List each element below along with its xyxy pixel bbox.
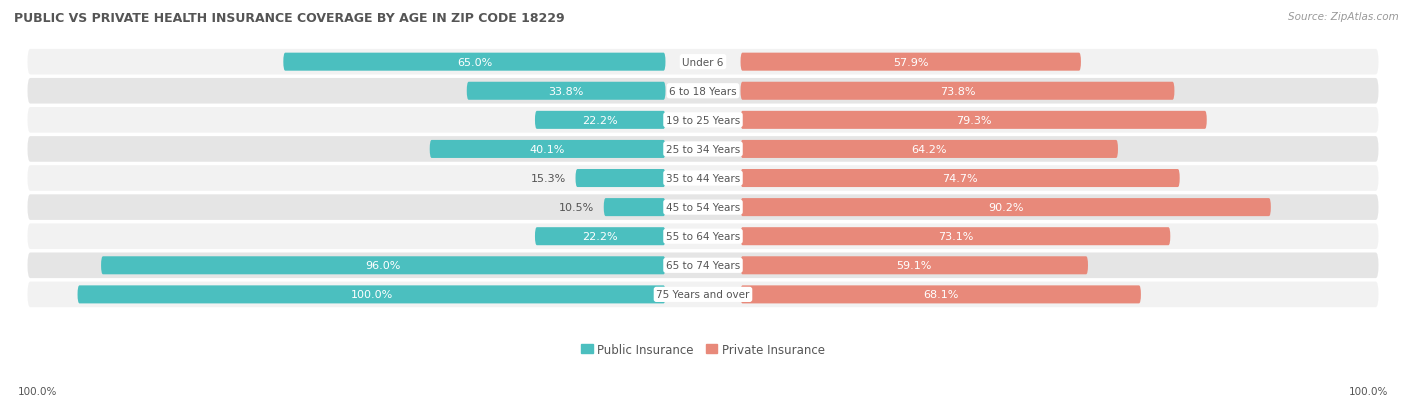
Text: 25 to 34 Years: 25 to 34 Years [666,145,740,154]
Text: 40.1%: 40.1% [530,145,565,154]
FancyBboxPatch shape [467,83,665,100]
FancyBboxPatch shape [741,112,1206,130]
FancyBboxPatch shape [430,140,665,159]
FancyBboxPatch shape [28,166,1378,191]
Text: 22.2%: 22.2% [582,116,619,126]
FancyBboxPatch shape [741,170,1180,188]
Text: 45 to 54 Years: 45 to 54 Years [666,203,740,213]
FancyBboxPatch shape [534,112,665,130]
Text: 73.1%: 73.1% [938,232,973,242]
FancyBboxPatch shape [603,199,665,216]
Text: 100.0%: 100.0% [350,290,392,300]
FancyBboxPatch shape [28,108,1378,133]
FancyBboxPatch shape [741,54,1081,71]
FancyBboxPatch shape [77,286,665,304]
FancyBboxPatch shape [28,50,1378,75]
FancyBboxPatch shape [741,199,1271,216]
FancyBboxPatch shape [284,54,665,71]
Text: 65.0%: 65.0% [457,57,492,67]
Text: 96.0%: 96.0% [366,261,401,271]
Text: 35 to 44 Years: 35 to 44 Years [666,173,740,184]
FancyBboxPatch shape [28,79,1378,104]
Text: Source: ZipAtlas.com: Source: ZipAtlas.com [1288,12,1399,22]
Text: 68.1%: 68.1% [922,290,959,300]
FancyBboxPatch shape [741,228,1170,246]
Text: 90.2%: 90.2% [988,203,1024,213]
FancyBboxPatch shape [28,137,1378,162]
Text: 15.3%: 15.3% [531,173,567,184]
Text: 74.7%: 74.7% [942,173,979,184]
Text: 100.0%: 100.0% [18,387,58,396]
FancyBboxPatch shape [28,253,1378,278]
Text: Under 6: Under 6 [682,57,724,67]
Text: 22.2%: 22.2% [582,232,619,242]
Legend: Public Insurance, Private Insurance: Public Insurance, Private Insurance [576,338,830,361]
Text: 73.8%: 73.8% [939,87,976,97]
FancyBboxPatch shape [741,140,1118,159]
FancyBboxPatch shape [101,256,665,275]
Text: 19 to 25 Years: 19 to 25 Years [666,116,740,126]
Text: 10.5%: 10.5% [560,203,595,213]
Text: 33.8%: 33.8% [548,87,583,97]
FancyBboxPatch shape [741,83,1174,100]
FancyBboxPatch shape [534,228,665,246]
Text: 100.0%: 100.0% [1348,387,1388,396]
FancyBboxPatch shape [575,170,665,188]
Text: 59.1%: 59.1% [897,261,932,271]
Text: 79.3%: 79.3% [956,116,991,126]
Text: 6 to 18 Years: 6 to 18 Years [669,87,737,97]
Text: 55 to 64 Years: 55 to 64 Years [666,232,740,242]
FancyBboxPatch shape [741,256,1088,275]
FancyBboxPatch shape [28,195,1378,221]
FancyBboxPatch shape [741,286,1140,304]
FancyBboxPatch shape [28,282,1378,307]
Text: 75 Years and over: 75 Years and over [657,290,749,300]
Text: PUBLIC VS PRIVATE HEALTH INSURANCE COVERAGE BY AGE IN ZIP CODE 18229: PUBLIC VS PRIVATE HEALTH INSURANCE COVER… [14,12,565,25]
Text: 64.2%: 64.2% [911,145,948,154]
Text: 65 to 74 Years: 65 to 74 Years [666,261,740,271]
Text: 57.9%: 57.9% [893,57,928,67]
FancyBboxPatch shape [28,224,1378,249]
